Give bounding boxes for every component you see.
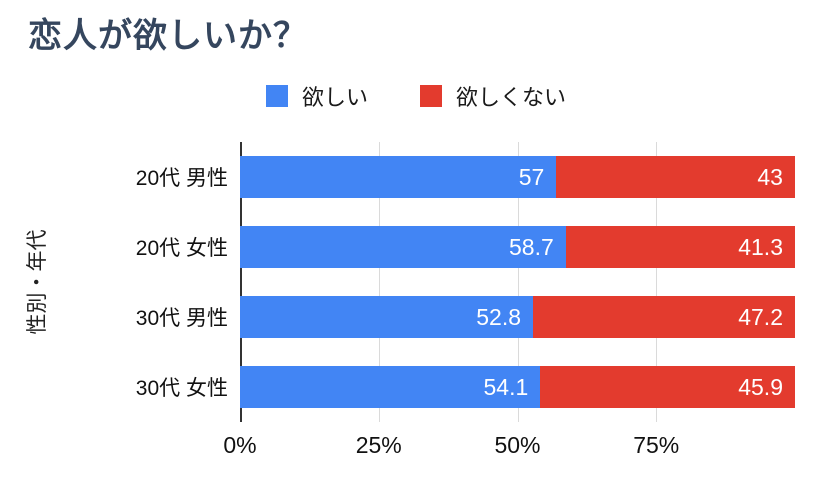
x-tick-label: 0%: [223, 432, 257, 458]
x-axis: 0% 25% 50% 75%: [223, 432, 795, 466]
gridline: [517, 142, 519, 422]
legend-swatch: [420, 85, 442, 107]
chart-row: 20代 女性 58.7 41.3: [0, 212, 795, 282]
bar-segment: 57: [240, 156, 557, 198]
bar-value-label: 57: [518, 163, 545, 190]
category-label: 20代 男性: [135, 167, 228, 190]
bar-track: 58.7 41.3: [240, 226, 795, 268]
legend-label: 欲しい: [301, 85, 368, 110]
bar-segment: 54.1: [240, 366, 541, 408]
chart-row: 20代 男性 57 43: [0, 142, 795, 212]
plot-area: [240, 142, 795, 422]
bar-track: 54.1 45.9: [240, 366, 795, 408]
chart-rows: 20代 男性 57 43 20代 女性 58.7 41.3 30代 男性 52.8 47.2 30…: [0, 142, 795, 422]
bar-segment: 47.2: [533, 296, 795, 338]
category-label: 30代 女性: [135, 377, 228, 400]
chart-title: 恋人が欲しいか？: [28, 17, 308, 55]
bar-track: 52.8 47.2: [240, 296, 795, 338]
bar-segment: 45.9: [540, 366, 795, 408]
legend: 欲しい 欲しくない: [0, 80, 832, 112]
bar-value-label: 41.3: [738, 233, 783, 260]
bar-value-label: 58.7: [509, 233, 554, 260]
bar-segment: 52.8: [240, 296, 534, 338]
bar-value-label: 54.1: [483, 373, 529, 400]
category-label: 20代 女性: [135, 237, 228, 260]
bar-track: 57 43: [240, 156, 795, 198]
gridline: [378, 142, 380, 422]
legend-item: 欲しい: [265, 80, 368, 112]
bar-value-label: 45.9: [738, 373, 783, 400]
bar-value-label: 47.2: [738, 303, 783, 330]
y-axis-line: [240, 142, 242, 422]
chart-row: 30代 女性 54.1 45.9: [0, 352, 795, 422]
bar-value-label: 52.8: [476, 303, 522, 330]
bar-segment: 43: [556, 156, 795, 198]
category-label: 30代 男性: [135, 307, 228, 330]
x-tick-label: 50%: [494, 432, 541, 458]
x-tick-label: 25%: [355, 432, 402, 458]
bar-segment: 58.7: [240, 226, 566, 268]
legend-swatch: [265, 85, 288, 107]
chart-row: 30代 男性 52.8 47.2: [0, 282, 795, 352]
bar-value-label: 43: [757, 163, 783, 190]
bar-segment: 41.3: [565, 226, 795, 268]
gridline: [656, 142, 658, 422]
legend-item: 欲しくない: [420, 80, 566, 112]
legend-label: 欲しくない: [456, 85, 567, 110]
x-tick-label: 75%: [633, 432, 680, 458]
